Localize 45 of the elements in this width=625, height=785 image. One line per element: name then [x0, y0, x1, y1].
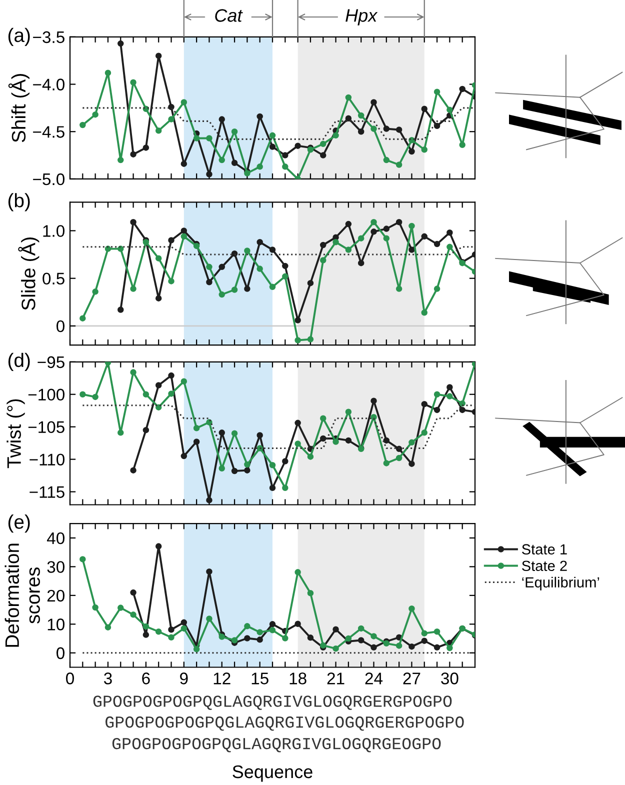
y-axis-title: Deformation scores: [4, 544, 40, 647]
chart-title: (d): [8, 352, 30, 371]
chart-title: (b): [8, 193, 30, 212]
chart-title: (e): [8, 514, 30, 533]
x-tick-label: 9: [180, 672, 188, 684]
x-tick-label: 0: [66, 672, 74, 684]
legend-label: ‘Equilibrium’: [522, 576, 600, 590]
y-tick-label: −110: [30, 454, 64, 466]
y-tick-label: 0: [56, 320, 64, 332]
text: GPOGPOGPOGPQGLAGQRGIVGLOGQRGERGPOGPO: [106, 716, 464, 731]
x-tick-label: 24: [365, 672, 383, 684]
text: GPOGPOGPOGPQGLAGQRGIVGLOGQRGEOGPO: [112, 738, 441, 752]
legend-label: State 2: [522, 560, 567, 572]
y-tick-label: 0: [56, 647, 64, 660]
y-axis-title: Shift (Å): [8, 74, 30, 142]
y-tick-label: −3.5: [33, 31, 64, 44]
band-label: Hpx: [346, 9, 378, 26]
x-tick-label: 27: [403, 672, 420, 684]
y-tick-label: −95: [38, 356, 64, 368]
chart-title: (a): [8, 28, 30, 46]
x-tick-label: 12: [214, 672, 230, 684]
y-tick-label: −4.5: [33, 126, 64, 138]
y-axis-title: Slide (Å): [18, 238, 40, 310]
y-tick-label: 30: [47, 561, 64, 573]
y-tick-label: −4.0: [33, 78, 64, 90]
x-tick-label: 30: [441, 672, 458, 684]
y-axis-title: Twist (°): [6, 399, 25, 468]
y-tick-label: −105: [28, 421, 64, 434]
x-tick-label: 21: [327, 672, 344, 684]
x-tick-label: 15: [252, 672, 268, 684]
y-tick-label: −5.0: [33, 173, 64, 186]
y-tick-label: −100: [28, 388, 64, 401]
text: GPOGPOGPOGPQGLAGQRGIVGLOGQRGERGPOGPO: [93, 696, 452, 710]
x-tick-label: 3: [104, 672, 112, 684]
y-tick-label: 40: [46, 532, 64, 544]
y-tick-label: 20: [47, 590, 64, 602]
y-tick-label: 1.0: [43, 225, 64, 237]
x-axis-title: Sequence: [232, 765, 312, 782]
y-tick-label: 0.5: [42, 272, 64, 285]
band-label: Cat: [215, 9, 243, 22]
x-tick-label: 6: [142, 672, 150, 684]
y-tick-label: −115: [30, 486, 64, 498]
legend-label: State 1: [522, 544, 567, 555]
y-tick-label: 10: [48, 618, 64, 630]
x-tick-label: 18: [290, 672, 306, 684]
